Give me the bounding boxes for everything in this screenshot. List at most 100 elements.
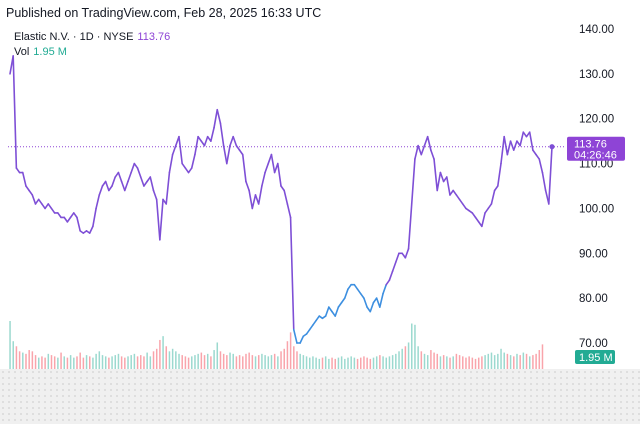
volume-bar — [82, 357, 85, 369]
volume-bars — [9, 321, 544, 369]
price-segment — [455, 194, 461, 201]
price-segment — [248, 189, 254, 210]
price-segment — [407, 203, 413, 250]
price-segment — [382, 283, 388, 295]
price-segment — [264, 162, 270, 174]
price-segment — [226, 144, 231, 165]
price-segment — [168, 153, 174, 174]
volume-bar — [532, 355, 534, 369]
volume-bar — [391, 355, 394, 369]
volume-bar — [302, 355, 305, 369]
price-segment — [15, 167, 21, 174]
price-segment — [69, 212, 75, 219]
volume-bar — [44, 357, 46, 369]
price-segment — [500, 135, 505, 165]
volume-bar — [219, 351, 222, 369]
price-segment — [213, 108, 219, 129]
price-segment — [449, 189, 454, 196]
volume-bar — [535, 353, 537, 369]
price-segment — [136, 167, 142, 178]
volume-bar — [79, 352, 81, 369]
volume-bar — [334, 358, 336, 369]
price-segment — [535, 153, 541, 160]
volume-bar — [481, 356, 483, 369]
volume-bar — [395, 353, 397, 369]
price-segment — [299, 335, 305, 344]
price-segment — [420, 144, 426, 156]
volume-bar — [111, 356, 113, 369]
volume-bar — [296, 351, 298, 369]
price-segment — [423, 135, 429, 147]
volume-bar — [487, 353, 490, 369]
price-segment — [490, 189, 496, 205]
price-segment — [44, 203, 50, 210]
volume-bar — [22, 352, 24, 369]
volume-bar — [417, 346, 419, 369]
price-segment — [28, 189, 34, 196]
volume-bar — [289, 332, 292, 369]
volume-bar — [130, 355, 132, 369]
price-segment — [375, 297, 381, 308]
y-tick-label: 130.00 — [579, 69, 614, 81]
volume-bar — [404, 346, 407, 369]
volume-bar — [506, 353, 509, 369]
volume-bar — [213, 350, 215, 369]
price-segment — [108, 185, 113, 192]
volume-bar — [305, 356, 308, 369]
volume-bar — [85, 355, 88, 369]
volume-bar — [516, 353, 518, 369]
volume-bar — [37, 357, 40, 369]
volume-bar — [50, 355, 53, 369]
price-segment — [235, 144, 241, 151]
volume-bar — [500, 348, 502, 369]
price-segment — [512, 140, 518, 151]
volume-bar — [493, 355, 496, 369]
volume-bar — [414, 324, 416, 369]
volume-bar — [175, 351, 177, 369]
volume-bar — [398, 351, 400, 369]
volume-bar — [15, 346, 18, 369]
price-segment — [127, 171, 132, 183]
volume-bar — [108, 357, 110, 369]
volume-bar — [340, 356, 343, 369]
price-segment — [187, 167, 193, 174]
volume-bar — [12, 341, 14, 369]
volume-bar — [350, 356, 352, 369]
price-segment — [181, 162, 187, 169]
volume-bar — [165, 346, 168, 369]
price-segment — [104, 180, 110, 192]
price-segment — [25, 185, 30, 192]
volume-bar — [356, 358, 359, 369]
volume-bar — [226, 355, 228, 369]
volume-bar — [127, 356, 129, 369]
volume-bar — [379, 355, 381, 369]
volume-bar — [235, 356, 238, 369]
legend-volume-row: Vol 1.95 M — [14, 45, 170, 60]
volume-bar — [257, 355, 260, 369]
price-segment — [92, 207, 97, 228]
price-segment — [257, 185, 263, 205]
volume-bar — [232, 353, 234, 369]
price-segment — [506, 140, 512, 156]
price-segment — [197, 135, 203, 142]
y-tick-label: 110.00 — [579, 159, 613, 171]
volume-bar — [528, 356, 531, 369]
price-segment — [194, 135, 199, 156]
price-segment — [414, 144, 419, 160]
price-segment — [111, 176, 117, 187]
price-segment — [280, 185, 285, 192]
volume-bar — [433, 352, 435, 369]
volume-bar — [120, 356, 123, 369]
price-segment — [159, 198, 164, 241]
volume-bar — [34, 355, 37, 369]
volume-bar — [114, 355, 117, 369]
price-segment — [139, 176, 145, 187]
price-segment — [308, 324, 314, 331]
volume-bar — [66, 357, 69, 369]
price-segment — [241, 153, 247, 183]
volume-bar — [337, 357, 340, 369]
price-segment — [165, 171, 171, 205]
price-segment — [130, 162, 136, 174]
volume-bar — [477, 357, 480, 369]
